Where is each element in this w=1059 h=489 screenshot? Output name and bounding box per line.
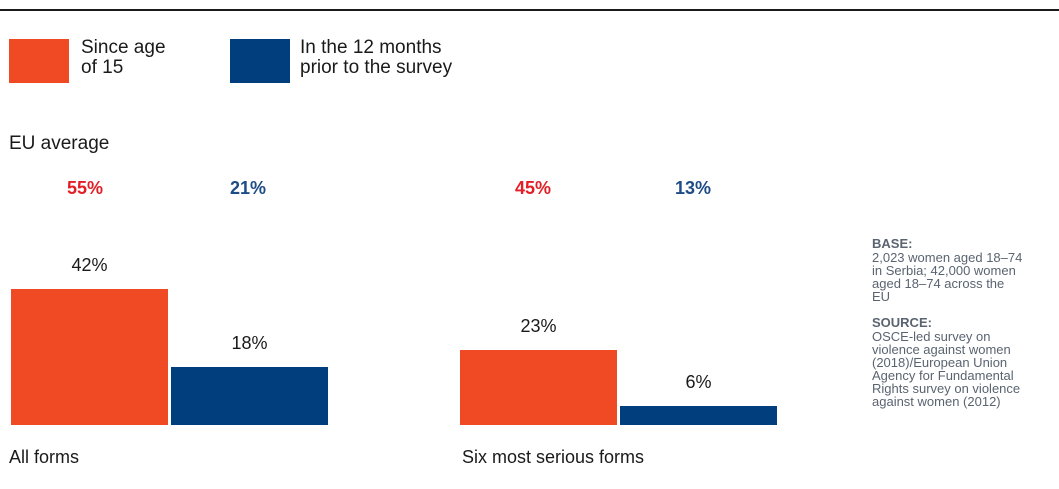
legend-swatch-last12 (230, 39, 290, 83)
label-all-forms-since15: 42% (71, 254, 108, 275)
bar-serious-last12 (620, 405, 777, 425)
legend-label-since15: Since age of 15 (81, 38, 321, 78)
source-line: OSCE-led survey on (872, 329, 991, 344)
base-line: in Serbia; 42,000 women (872, 263, 1016, 278)
label-all-forms-last12: 18% (231, 332, 268, 353)
legend-label-since15-line1: Since age (81, 37, 166, 58)
source-line: Rights survey on violence (872, 381, 1021, 396)
bar-all-forms-since15 (11, 288, 168, 425)
source-line: (2018)/European Union (872, 355, 1008, 370)
legend-label-since15-line2: of 15 (81, 57, 124, 78)
category-all-forms: All forms (9, 447, 80, 467)
eu-avg-serious-last12: 13% (675, 178, 712, 198)
label-serious-last12: 6% (685, 371, 712, 392)
eu-avg-all-since15: 55% (67, 178, 104, 198)
base-line: 2,023 women aged 18–74 (872, 250, 1023, 265)
legend-swatch-since15 (9, 39, 69, 83)
source-heading: SOURCE: (872, 315, 932, 330)
legend-label-last12-line1: In the 12 months (300, 37, 442, 58)
legend-label-last12-line2: prior to the survey (300, 57, 453, 78)
base-line: aged 18–74 across the (872, 276, 1005, 291)
eu-avg-serious-since15: 45% (515, 178, 552, 198)
eu-average-label: EU average (9, 133, 110, 154)
source-line: against women (2012) (872, 394, 1001, 409)
bar-serious-since15 (460, 350, 617, 425)
source-line: violence against women (872, 342, 1011, 357)
base-heading: BASE: (872, 236, 913, 251)
legend-label-last12: In the 12 months prior to the survey (300, 38, 540, 78)
category-six-serious-forms: Six most serious forms (462, 447, 645, 467)
source-line: Agency for Fundamental (872, 368, 1014, 383)
base-note: BASE: 2,023 women aged 18–74 in Serbia; … (872, 237, 1059, 303)
bar-all-forms-last12 (171, 366, 328, 425)
source-note: SOURCE: OSCE-led survey on violence agai… (872, 316, 1059, 408)
eu-avg-all-last12: 21% (230, 178, 267, 198)
base-line: EU (872, 289, 891, 304)
label-serious-since15: 23% (520, 316, 557, 337)
top-rule (0, 9, 1059, 11)
